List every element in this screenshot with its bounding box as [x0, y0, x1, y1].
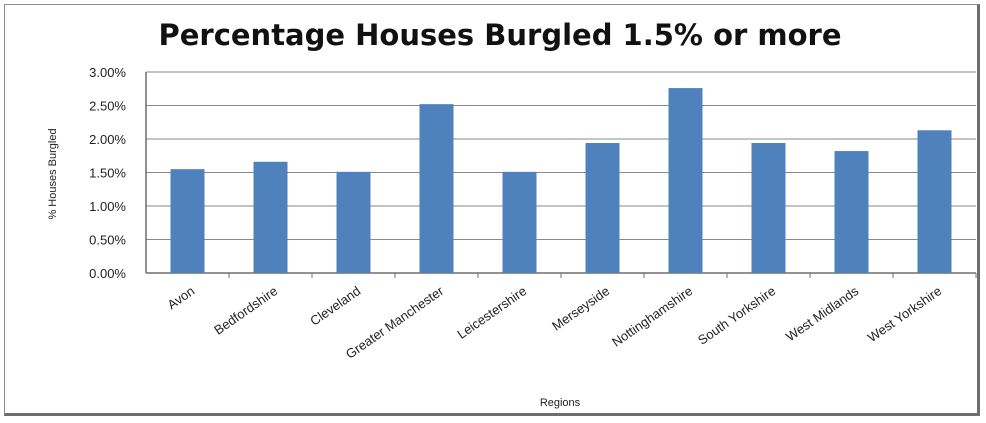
- x-tick-label: Avon: [165, 283, 198, 312]
- bar: [668, 88, 703, 273]
- y-tick-label: 0.00%: [89, 266, 126, 281]
- bar: [834, 151, 869, 273]
- bar: [502, 171, 537, 273]
- bar: [170, 169, 205, 273]
- x-tick-label: West Midlands: [783, 283, 862, 344]
- x-tick-label: Leicestershire: [454, 283, 529, 342]
- y-tick-label: 0.50%: [89, 233, 126, 248]
- x-tick-label: Bedfordshire: [211, 283, 280, 338]
- bar: [336, 171, 371, 273]
- bar: [585, 143, 620, 273]
- y-tick-label: 2.50%: [89, 99, 126, 114]
- y-tick-labels: 0.00% 0.50% 1.00% 1.50% 2.00% 2.50% 3.00%: [89, 65, 126, 281]
- bar: [917, 130, 952, 273]
- bar: [253, 161, 288, 273]
- bar: [419, 104, 454, 273]
- chart-frame: [4, 4, 980, 416]
- bar: [751, 143, 786, 273]
- bars: [170, 88, 952, 273]
- x-tick-label: West Yorkshire: [865, 283, 944, 345]
- y-tick-label: 3.00%: [89, 65, 126, 80]
- y-tick-label: 1.50%: [89, 166, 126, 181]
- chart-title: Percentage Houses Burgled 1.5% or more: [158, 18, 842, 52]
- x-tick-label: Nottinghamshire: [609, 283, 695, 350]
- x-tick-label: Cleveland: [307, 283, 363, 328]
- y-axis-label: % Houses Burgled: [47, 128, 59, 219]
- x-tick-label: Merseyside: [549, 283, 612, 333]
- x-axis-label: Regions: [540, 397, 581, 409]
- y-tick-label: 2.00%: [89, 132, 126, 147]
- x-tick-label: South Yorkshire: [695, 283, 778, 348]
- y-tick-label: 1.00%: [89, 199, 126, 214]
